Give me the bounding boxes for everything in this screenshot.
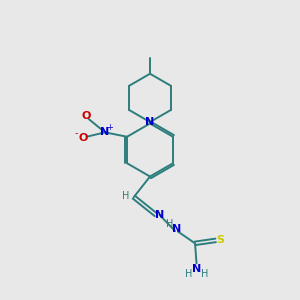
Text: O: O <box>82 110 91 121</box>
Text: +: + <box>106 122 113 131</box>
Text: N: N <box>155 210 164 220</box>
Text: S: S <box>216 235 224 245</box>
Text: N: N <box>100 127 110 137</box>
Text: H: H <box>166 220 173 230</box>
Text: H: H <box>201 269 208 279</box>
Text: N: N <box>192 264 201 274</box>
Text: -: - <box>75 128 78 138</box>
Text: H: H <box>184 269 192 279</box>
Text: N: N <box>172 224 181 235</box>
Text: O: O <box>79 133 88 143</box>
Text: N: N <box>146 117 154 127</box>
Text: H: H <box>122 190 129 201</box>
